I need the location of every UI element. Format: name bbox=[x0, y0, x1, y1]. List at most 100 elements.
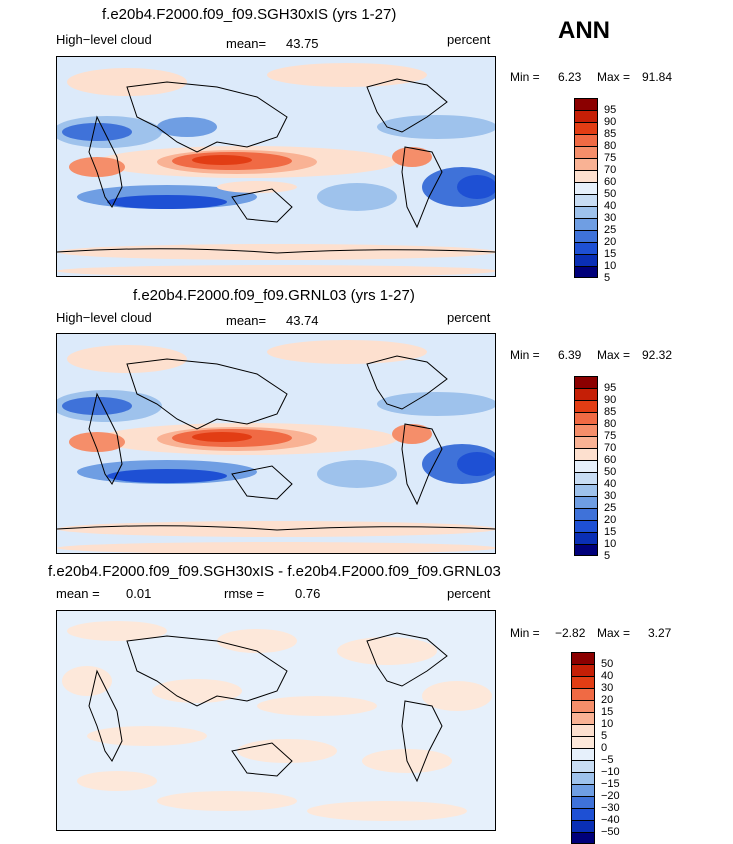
panel1-map bbox=[56, 56, 496, 277]
colorbar-swatch bbox=[574, 460, 598, 472]
colorbar-swatch bbox=[574, 508, 598, 520]
colorbar-swatch bbox=[574, 194, 598, 206]
panel3-min-value: −2.82 bbox=[555, 626, 586, 640]
colorbar-level-label: 60 bbox=[604, 454, 617, 466]
colorbar-swatch bbox=[574, 532, 598, 544]
panel2-title: f.e20b4.F2000.f09_f09.GRNL03 (yrs 1-27) bbox=[133, 287, 415, 304]
colorbar-level-label: 30 bbox=[601, 682, 614, 694]
colorbar-level-label: 30 bbox=[604, 490, 617, 502]
panel2-min-label: Min = bbox=[510, 348, 540, 362]
colorbar-level-label: 80 bbox=[604, 140, 617, 152]
colorbar-swatch bbox=[571, 748, 595, 760]
colorbar-level-label: −5 bbox=[601, 754, 614, 766]
colorbar-level-label: −20 bbox=[601, 790, 620, 802]
panel1-variable-label: High−level cloud bbox=[56, 32, 152, 47]
colorbar-level-label: 20 bbox=[604, 236, 617, 248]
colorbar-swatch bbox=[574, 400, 598, 412]
colorbar-level-label: 15 bbox=[601, 706, 614, 718]
panel2-mean-label: mean= bbox=[226, 313, 267, 328]
colorbar-swatch bbox=[571, 676, 595, 688]
colorbar-swatch bbox=[574, 496, 598, 508]
panel2-cloud-fields bbox=[57, 340, 495, 553]
colorbar-level-label: −40 bbox=[601, 814, 620, 826]
colorbar-swatch bbox=[574, 520, 598, 532]
colorbar-level-label: 95 bbox=[604, 104, 617, 116]
colorbar-swatch bbox=[571, 820, 595, 832]
colorbar-level-label: 0 bbox=[601, 742, 608, 754]
panel3-mean-value: 0.01 bbox=[126, 586, 152, 601]
colorbar-level-label: 5 bbox=[601, 730, 608, 742]
colorbar-swatch bbox=[574, 170, 598, 182]
colorbar-swatch bbox=[571, 688, 595, 700]
colorbar-swatch bbox=[574, 424, 598, 436]
colorbar-level-label: 90 bbox=[604, 116, 617, 128]
colorbar-swatch bbox=[574, 182, 598, 194]
colorbar-swatch bbox=[574, 448, 598, 460]
colorbar-swatch bbox=[574, 158, 598, 170]
panel2-max-label: Max = bbox=[597, 348, 631, 362]
panel1-max-label: Max = bbox=[597, 70, 631, 84]
colorbar-level-label: 50 bbox=[604, 188, 617, 200]
colorbar-frame bbox=[574, 376, 598, 556]
panel1-min-value: 6.23 bbox=[558, 70, 582, 84]
colorbar-level-label: 50 bbox=[601, 658, 614, 670]
colorbar-swatch bbox=[571, 712, 595, 724]
colorbar-level-label: 10 bbox=[601, 718, 614, 730]
panel3-units: percent bbox=[447, 586, 491, 601]
colorbar-swatch bbox=[571, 784, 595, 796]
colorbar-swatch bbox=[571, 700, 595, 712]
colorbar-frame bbox=[571, 652, 595, 844]
panel3-title: f.e20b4.F2000.f09_f09.SGH30xIS - f.e20b4… bbox=[48, 563, 501, 580]
colorbar-swatch bbox=[571, 796, 595, 808]
panel1-coastlines bbox=[57, 78, 495, 254]
panel3-mean-label: mean = bbox=[56, 586, 100, 601]
colorbar-level-label: 5 bbox=[604, 550, 611, 562]
colorbar-level-label: 90 bbox=[604, 394, 617, 406]
colorbar-level-label: 40 bbox=[601, 670, 614, 682]
colorbar-level-label: 25 bbox=[604, 224, 617, 236]
colorbar-level-label: 70 bbox=[604, 164, 617, 176]
colorbar-swatch bbox=[574, 472, 598, 484]
panel3-rmse-label: rmse = bbox=[224, 586, 265, 601]
panel1-title: f.e20b4.F2000.f09_f09.SGH30xIS (yrs 1-27… bbox=[102, 6, 397, 23]
colorbar-swatch bbox=[574, 146, 598, 158]
panel2-coastlines bbox=[57, 355, 495, 531]
colorbar-swatch bbox=[574, 110, 598, 122]
colorbar-swatch bbox=[574, 544, 598, 556]
colorbar-swatch bbox=[574, 254, 598, 266]
colorbar-level-label: 5 bbox=[604, 272, 611, 284]
colorbar-swatch bbox=[571, 772, 595, 784]
colorbar-swatch bbox=[574, 230, 598, 242]
colorbar-swatch bbox=[574, 412, 598, 424]
colorbar-swatch bbox=[574, 134, 598, 146]
colorbar-swatch bbox=[574, 436, 598, 448]
panel3-max-value: 3.27 bbox=[648, 626, 672, 640]
panel1-mean-value: 43.75 bbox=[286, 36, 319, 51]
colorbar-swatch bbox=[574, 484, 598, 496]
colorbar-level-label: 85 bbox=[604, 128, 617, 140]
colorbar-level-label: 20 bbox=[601, 694, 614, 706]
colorbar-level-label: 80 bbox=[604, 418, 617, 430]
panel3-difference-fields bbox=[62, 621, 492, 821]
panel2-units: percent bbox=[447, 310, 491, 325]
colorbar-swatch bbox=[574, 388, 598, 400]
panel2-mean-value: 43.74 bbox=[286, 313, 319, 328]
panel1-units: percent bbox=[447, 32, 491, 47]
colorbar-level-label: −30 bbox=[601, 802, 620, 814]
panel2-max-value: 92.32 bbox=[642, 348, 673, 362]
colorbar-level-label: 15 bbox=[604, 248, 617, 260]
colorbar-frame bbox=[574, 98, 598, 278]
panel2-variable-label: High−level cloud bbox=[56, 310, 152, 325]
colorbar-level-label: 10 bbox=[604, 260, 617, 272]
season-label: ANN bbox=[558, 17, 610, 44]
colorbar-level-label: 20 bbox=[604, 514, 617, 526]
colorbar-level-label: −50 bbox=[601, 826, 620, 838]
panel3-min-label: Min = bbox=[510, 626, 540, 640]
colorbar-swatch bbox=[574, 206, 598, 218]
colorbar-swatch bbox=[574, 242, 598, 254]
colorbar-swatch bbox=[571, 808, 595, 820]
colorbar-swatch bbox=[571, 736, 595, 748]
panel3-map bbox=[56, 610, 496, 831]
colorbar-level-label: 50 bbox=[604, 466, 617, 478]
colorbar-level-label: −15 bbox=[601, 778, 620, 790]
